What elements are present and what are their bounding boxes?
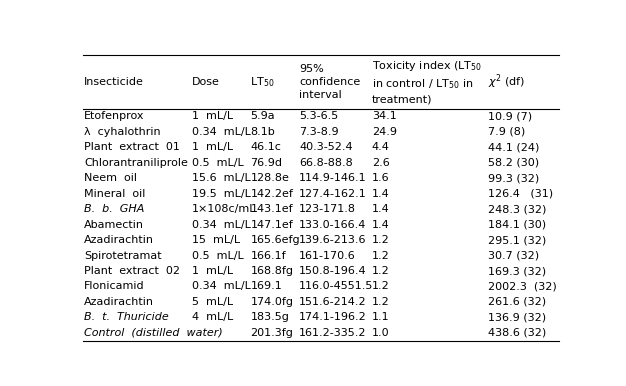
Text: Toxicity index (LT$_{50}$
in control / LT$_{50}$ in
treatment): Toxicity index (LT$_{50}$ in control / L…: [372, 59, 481, 105]
Text: 30.7 (32): 30.7 (32): [488, 251, 540, 261]
Text: 126.4   (31): 126.4 (31): [488, 189, 553, 199]
Text: 248.3 (32): 248.3 (32): [488, 204, 546, 214]
Text: 76.9d: 76.9d: [250, 158, 282, 168]
Text: 1.2: 1.2: [372, 281, 389, 291]
Text: 165.6efg: 165.6efg: [250, 235, 300, 245]
Text: 0.5  mL/L: 0.5 mL/L: [192, 251, 244, 261]
Text: 1.4: 1.4: [372, 220, 389, 230]
Text: 169.1: 169.1: [250, 281, 282, 291]
Text: 7.3-8.9: 7.3-8.9: [299, 127, 339, 137]
Text: 1.2: 1.2: [372, 251, 389, 261]
Text: 2002.3  (32): 2002.3 (32): [488, 281, 557, 291]
Text: 1  mL/L: 1 mL/L: [192, 112, 233, 122]
Text: Abamectin: Abamectin: [84, 220, 144, 230]
Text: 24.9: 24.9: [372, 127, 397, 137]
Text: 2.6: 2.6: [372, 158, 389, 168]
Text: 5.3-6.5: 5.3-6.5: [299, 112, 338, 122]
Text: Flonicamid: Flonicamid: [84, 281, 145, 291]
Text: 8.1b: 8.1b: [250, 127, 275, 137]
Text: B.  b.  GHA: B. b. GHA: [84, 204, 145, 214]
Text: 161-170.6: 161-170.6: [299, 251, 356, 261]
Text: 174.1-196.2: 174.1-196.2: [299, 312, 367, 322]
Text: Mineral  oil: Mineral oil: [84, 189, 145, 199]
Text: 174.0fg: 174.0fg: [250, 297, 294, 307]
Text: 10.9 (7): 10.9 (7): [488, 112, 532, 122]
Text: 136.9 (32): 136.9 (32): [488, 312, 546, 322]
Text: $\chi^2$ (df): $\chi^2$ (df): [488, 73, 525, 91]
Text: 1  mL/L: 1 mL/L: [192, 266, 233, 276]
Text: 15.6  mL/L: 15.6 mL/L: [192, 173, 251, 183]
Text: 123-171.8: 123-171.8: [299, 204, 356, 214]
Text: Plant  extract  01: Plant extract 01: [84, 142, 180, 152]
Text: 139.6-213.6: 139.6-213.6: [299, 235, 366, 245]
Text: Dose: Dose: [192, 77, 220, 87]
Text: 143.1ef: 143.1ef: [250, 204, 293, 214]
Text: Azadirachtin: Azadirachtin: [84, 235, 154, 245]
Text: 142.2ef: 142.2ef: [250, 189, 294, 199]
Text: 438.6 (32): 438.6 (32): [488, 328, 546, 338]
Text: 295.1 (32): 295.1 (32): [488, 235, 546, 245]
Text: 1.2: 1.2: [372, 235, 389, 245]
Text: 0.34  mL/L: 0.34 mL/L: [192, 220, 251, 230]
Text: λ  cyhalothrin: λ cyhalothrin: [84, 127, 161, 137]
Text: 7.9 (8): 7.9 (8): [488, 127, 525, 137]
Text: 95%
confidence
interval: 95% confidence interval: [299, 64, 360, 100]
Text: 5.9a: 5.9a: [250, 112, 275, 122]
Text: 169.3 (32): 169.3 (32): [488, 266, 546, 276]
Text: 184.1 (30): 184.1 (30): [488, 220, 546, 230]
Text: 127.4-162.1: 127.4-162.1: [299, 189, 367, 199]
Text: 34.1: 34.1: [372, 112, 396, 122]
Text: 4  mL/L: 4 mL/L: [192, 312, 233, 322]
Text: 58.2 (30): 58.2 (30): [488, 158, 540, 168]
Text: 114.9-146.1: 114.9-146.1: [299, 173, 367, 183]
Text: 19.5  mL/L: 19.5 mL/L: [192, 189, 251, 199]
Text: Insecticide: Insecticide: [84, 77, 144, 87]
Text: Control  (distilled  water): Control (distilled water): [84, 328, 223, 338]
Text: Etofenprox: Etofenprox: [84, 112, 145, 122]
Text: 147.1ef: 147.1ef: [250, 220, 293, 230]
Text: 133.0-166.4: 133.0-166.4: [299, 220, 366, 230]
Text: 1×108c/mL: 1×108c/mL: [192, 204, 257, 214]
Text: 150.8-196.4: 150.8-196.4: [299, 266, 367, 276]
Text: 166.1f: 166.1f: [250, 251, 286, 261]
Text: 116.0-4551.5: 116.0-4551.5: [299, 281, 373, 291]
Text: B.  t.  Thuricide: B. t. Thuricide: [84, 312, 169, 322]
Text: 1  mL/L: 1 mL/L: [192, 142, 233, 152]
Text: 1.1: 1.1: [372, 312, 389, 322]
Text: 1.2: 1.2: [372, 297, 389, 307]
Text: Chlorantraniliprole: Chlorantraniliprole: [84, 158, 188, 168]
Text: 1.6: 1.6: [372, 173, 389, 183]
Text: 0.34  mL/L: 0.34 mL/L: [192, 127, 251, 137]
Text: 0.34  mL/L: 0.34 mL/L: [192, 281, 251, 291]
Text: 128.8e: 128.8e: [250, 173, 289, 183]
Text: Spirotetramat: Spirotetramat: [84, 251, 162, 261]
Text: 5  mL/L: 5 mL/L: [192, 297, 233, 307]
Text: 1.4: 1.4: [372, 189, 389, 199]
Text: 0.5  mL/L: 0.5 mL/L: [192, 158, 244, 168]
Text: 1.0: 1.0: [372, 328, 389, 338]
Text: 151.6-214.2: 151.6-214.2: [299, 297, 367, 307]
Text: LT$_{50}$: LT$_{50}$: [250, 75, 275, 89]
Text: 40.3-52.4: 40.3-52.4: [299, 142, 352, 152]
Text: 261.6 (32): 261.6 (32): [488, 297, 546, 307]
Text: 44.1 (24): 44.1 (24): [488, 142, 540, 152]
Text: 168.8fg: 168.8fg: [250, 266, 294, 276]
Text: 1.2: 1.2: [372, 266, 389, 276]
Text: 161.2-335.2: 161.2-335.2: [299, 328, 366, 338]
Text: 201.3fg: 201.3fg: [250, 328, 294, 338]
Text: 46.1c: 46.1c: [250, 142, 281, 152]
Text: 4.4: 4.4: [372, 142, 389, 152]
Text: Neem  oil: Neem oil: [84, 173, 137, 183]
Text: 15  mL/L: 15 mL/L: [192, 235, 240, 245]
Text: 99.3 (32): 99.3 (32): [488, 173, 540, 183]
Text: Azadirachtin: Azadirachtin: [84, 297, 154, 307]
Text: Plant  extract  02: Plant extract 02: [84, 266, 180, 276]
Text: 1.4: 1.4: [372, 204, 389, 214]
Text: 183.5g: 183.5g: [250, 312, 289, 322]
Text: 66.8-88.8: 66.8-88.8: [299, 158, 352, 168]
